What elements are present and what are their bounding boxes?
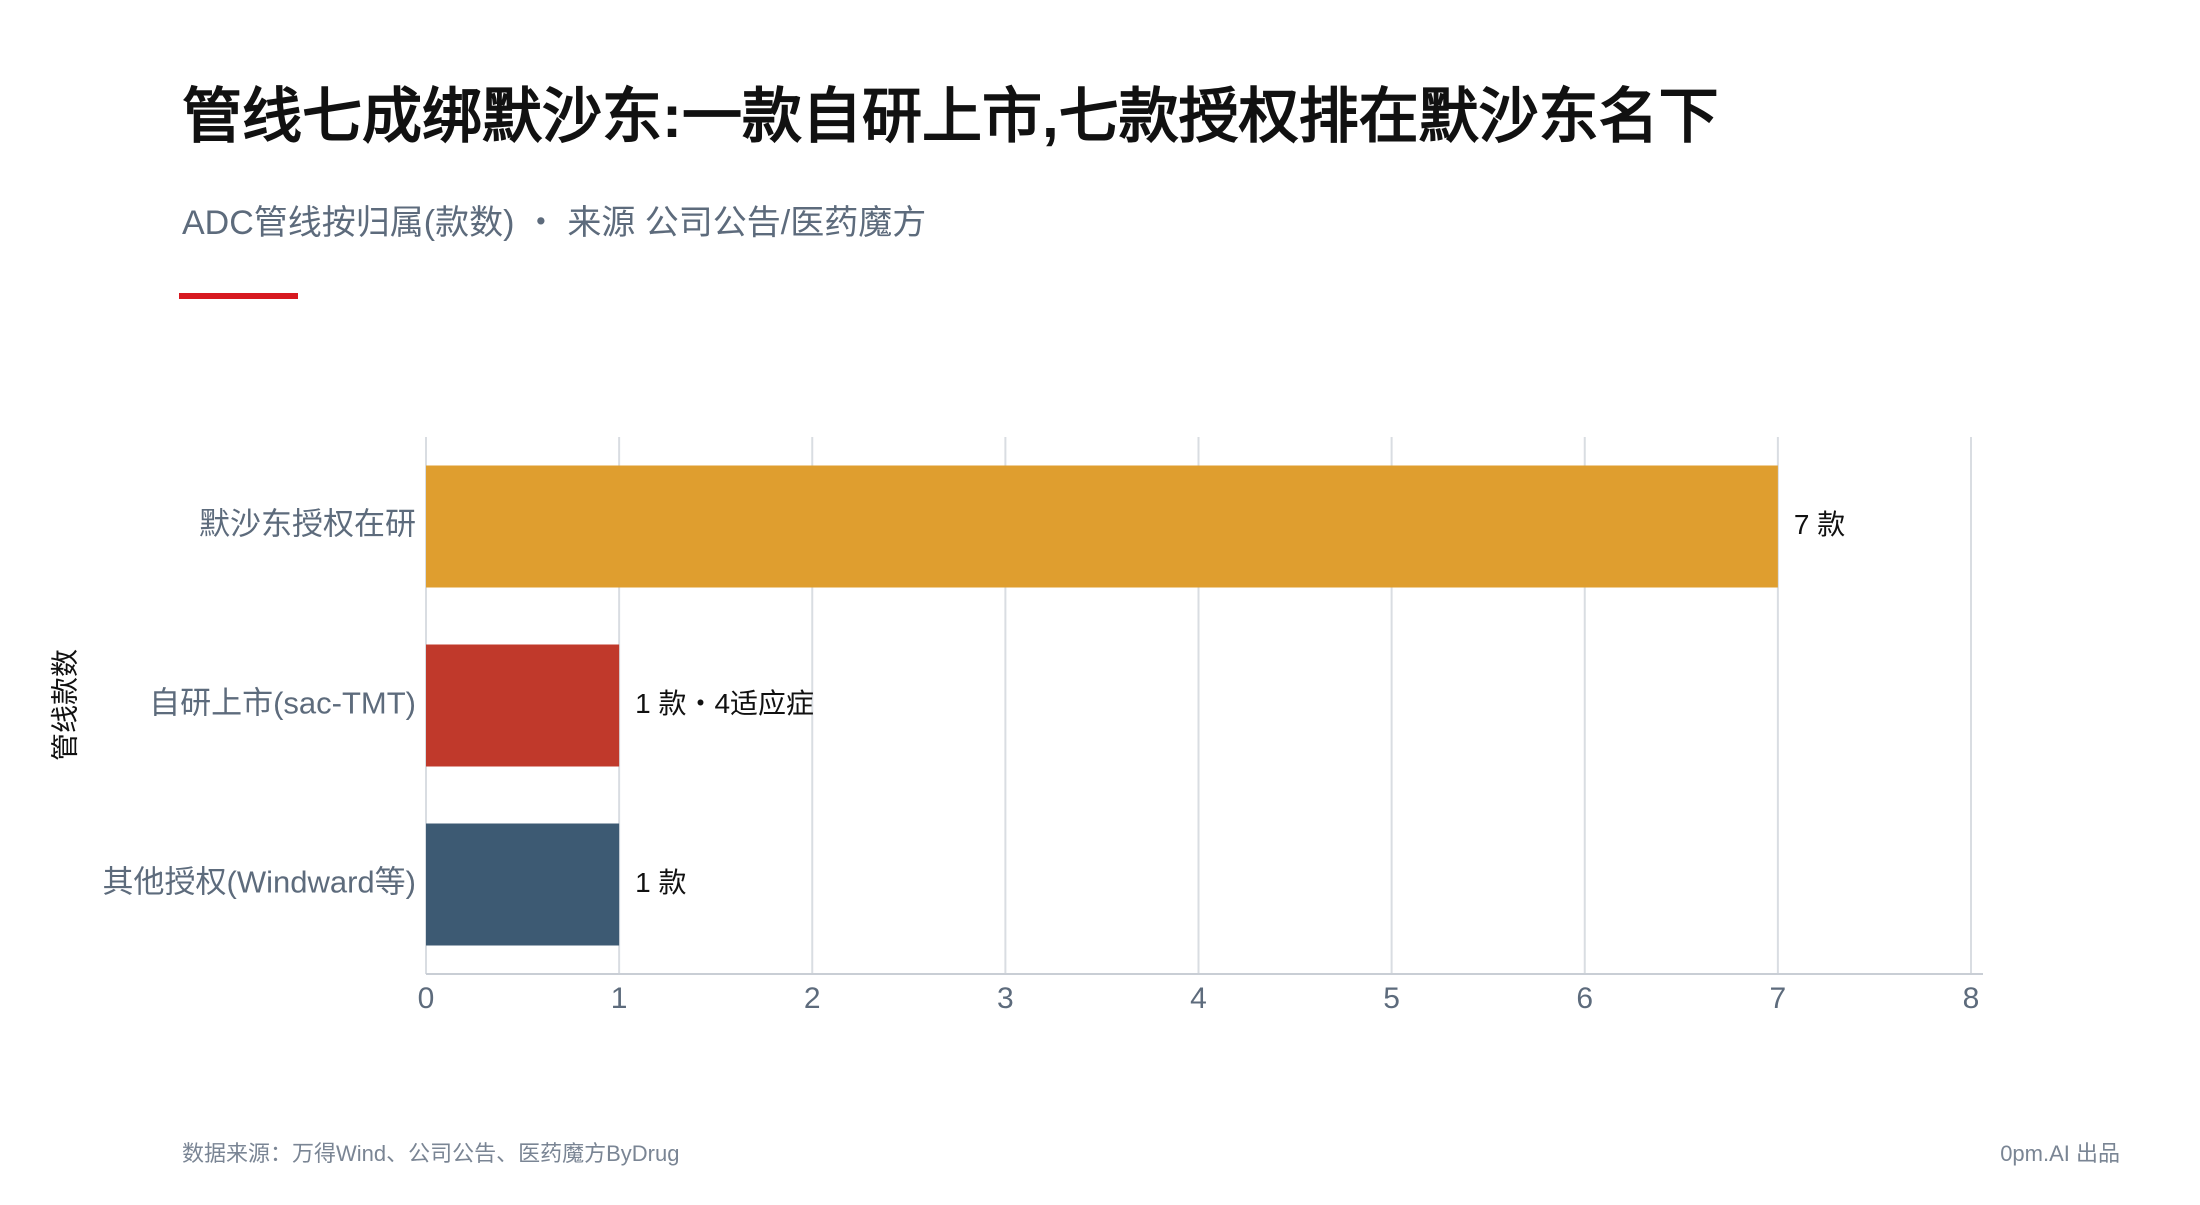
x-tick-label: 1 (611, 982, 628, 1015)
x-tick-label: 4 (1190, 982, 1207, 1015)
bar (426, 465, 1778, 588)
y-tick-label: 其他授权(Windward等) (103, 865, 416, 900)
x-tick-label: 7 (1770, 982, 1787, 1015)
value-label: 1 款 (635, 867, 686, 898)
x-tick-label: 6 (1576, 982, 1593, 1015)
chart-subtitle: ADC管线按归属(款数) ・ 来源 公司公告/医药魔方 (182, 204, 926, 242)
source-note: 数据来源：万得Wind、公司公告、医药魔方ByDrug (182, 1141, 679, 1166)
axis-title: 管线款数 (49, 649, 80, 761)
bar (426, 644, 620, 767)
x-tick-label: 3 (997, 982, 1014, 1015)
value-label: 1 款・4适应症 (635, 688, 814, 719)
x-tick-label: 2 (804, 982, 821, 1015)
brand: 0pm.AI 出品 (2000, 1141, 2120, 1166)
x-tick-label: 8 (1963, 982, 1980, 1015)
value-label: 7 款 (1794, 509, 1845, 540)
x-tick-label: 0 (418, 982, 435, 1015)
chart-title: 管线七成绑默沙东:一款自研上市,七款授权排在默沙东名下 (182, 83, 1719, 150)
y-tick-label: 默沙东授权在研 (199, 507, 416, 542)
accent-bar (179, 293, 298, 299)
x-tick-label: 5 (1383, 982, 1400, 1015)
bar (426, 823, 620, 946)
y-tick-label: 自研上市(sac-TMT) (149, 686, 416, 721)
